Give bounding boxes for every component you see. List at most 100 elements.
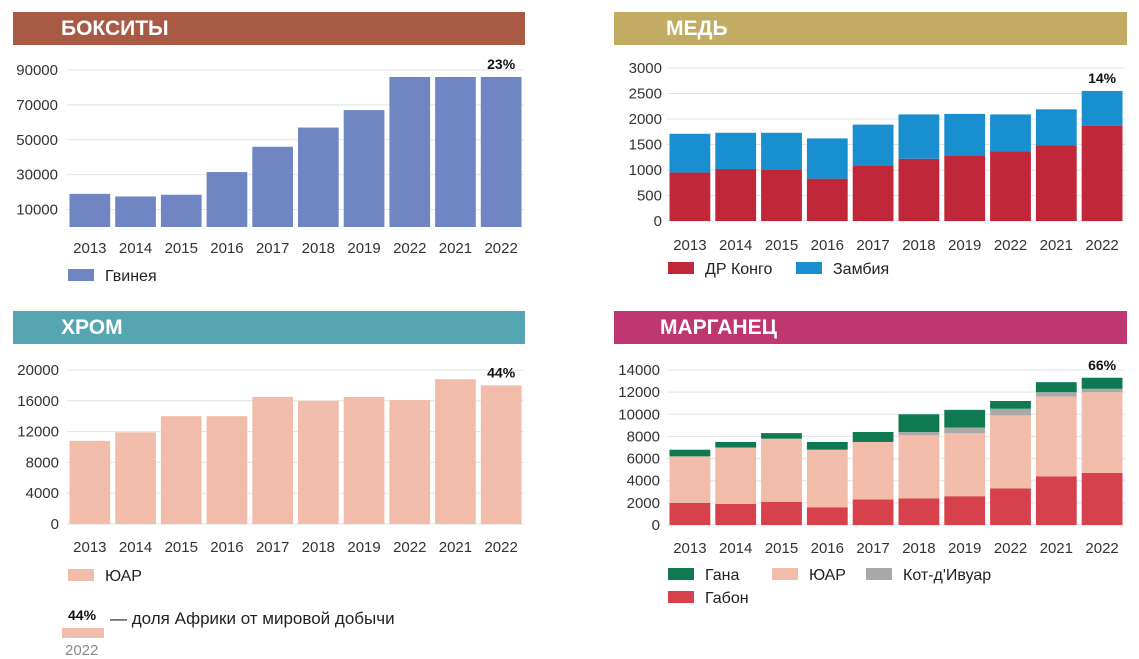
chrome-title: ХРОМ: [13, 311, 525, 344]
manganese-ytick-label: 10000: [618, 406, 660, 423]
footnote-swatch: [62, 628, 104, 638]
bauxite-xtick-label: 2016: [210, 240, 243, 257]
copper-bar: [990, 151, 1031, 221]
copper-xtick-label: 2015: [765, 237, 798, 254]
copper-bar: [898, 114, 940, 159]
chrome-bar: [389, 400, 431, 524]
copper-bar: [669, 172, 711, 221]
manganese-ytick-label: 2000: [627, 495, 660, 512]
chrome-xtick-label: 2019: [347, 539, 380, 556]
chrome-bar: [298, 400, 339, 524]
copper-ytick-label: 500: [637, 188, 662, 205]
manganese-ytick-label: 4000: [627, 473, 660, 490]
copper-xtick-label: 2022: [994, 237, 1027, 254]
chrome-bar: [435, 379, 476, 524]
manganese-legend-label: Гана: [705, 567, 740, 584]
bauxite-ytick-label: 90000: [16, 62, 58, 79]
copper-bar: [806, 138, 848, 179]
copper-xtick-label: 2022: [1085, 237, 1118, 254]
bauxite-ytick-label: 10000: [16, 202, 58, 219]
chrome-xtick-label: 2015: [165, 539, 198, 556]
manganese-bar: [944, 433, 986, 497]
manganese-bar: [715, 441, 757, 448]
manganese-bar: [944, 496, 986, 525]
manganese-ytick-label: 12000: [618, 384, 660, 401]
manganese-bar: [852, 432, 894, 442]
bauxite-xtick-label: 2022: [484, 240, 517, 257]
copper-bar: [806, 178, 848, 221]
chrome-legend-swatch: [68, 569, 94, 581]
bauxite-bar: [480, 76, 522, 227]
chrome-xtick-label: 2013: [73, 539, 106, 556]
manganese-bar: [669, 502, 711, 525]
bauxite-xtick-label: 2015: [165, 240, 198, 257]
bauxite-title: БОКСИТЫ: [13, 12, 525, 45]
bauxite-xtick-label: 2017: [256, 240, 289, 257]
copper-bar: [944, 113, 986, 156]
copper-xtick-label: 2019: [948, 237, 981, 254]
copper-xtick-label: 2014: [719, 237, 752, 254]
manganese-xtick-label: 2015: [765, 540, 798, 557]
copper-ytick-label: 3000: [629, 60, 662, 77]
manganese-bar: [1081, 377, 1123, 389]
copper-legend-swatch: [668, 262, 694, 274]
manganese-bar: [761, 438, 802, 502]
manganese-legend-label: ЮАР: [809, 567, 846, 584]
copper-bar: [1035, 109, 1077, 146]
chrome-ytick-label: 4000: [26, 485, 59, 502]
bauxite-legend-label: Гвинея: [105, 268, 157, 285]
bauxite-bar: [206, 172, 248, 227]
manganese-bar: [1081, 392, 1123, 473]
bauxite-xtick-label: 2022: [393, 240, 426, 257]
chrome-xtick-label: 2022: [393, 539, 426, 556]
chrome-ytick-label: 20000: [17, 362, 59, 379]
copper-ytick-label: 1000: [629, 162, 662, 179]
manganese-ytick-label: 14000: [618, 362, 660, 379]
manganese-bar: [761, 501, 802, 525]
bauxite-xtick-label: 2019: [347, 240, 380, 257]
copper-title: МЕДЬ: [614, 12, 1127, 45]
bauxite-share-label: 23%: [487, 56, 516, 72]
manganese-bar: [898, 498, 940, 525]
bauxite-xtick-label: 2013: [73, 240, 106, 257]
manganese-bar: [715, 503, 757, 525]
copper-xtick-label: 2013: [673, 237, 706, 254]
copper-ytick-label: 0: [654, 213, 662, 230]
chrome-share-label: 44%: [487, 364, 516, 380]
manganese-bar: [944, 427, 986, 434]
manganese-bar: [761, 433, 802, 439]
bauxite-bar: [343, 110, 385, 227]
copper-legend-label: ДР Конго: [705, 261, 772, 278]
footnote-percent: 44%: [68, 607, 97, 623]
manganese-xtick-label: 2022: [1085, 540, 1118, 557]
manganese-bar: [1081, 388, 1123, 393]
copper-bar: [898, 158, 940, 221]
chrome-xtick-label: 2018: [302, 539, 335, 556]
footnote-text: — доля Африки от мировой добычи: [110, 609, 395, 628]
footnote-year: 2022: [65, 642, 99, 659]
copper-bar: [1081, 90, 1123, 126]
manganese-xtick-label: 2022: [994, 540, 1027, 557]
bauxite-bar: [298, 127, 339, 227]
copper-bar: [669, 133, 711, 173]
chrome-bar: [160, 416, 202, 524]
bauxite-ytick-label: 50000: [16, 132, 58, 149]
manganese-bar: [1035, 382, 1077, 393]
chrome-xtick-label: 2022: [484, 539, 517, 556]
manganese-legend-swatch: [772, 568, 798, 580]
manganese-xtick-label: 2017: [856, 540, 889, 557]
manganese-xtick-label: 2021: [1040, 540, 1073, 557]
chrome-ytick-label: 12000: [17, 424, 59, 441]
manganese-legend-label: Кот-д'Ивуар: [903, 567, 991, 584]
manganese-bar: [669, 449, 711, 457]
chrome-bar: [206, 416, 248, 524]
manganese-bar: [990, 401, 1031, 409]
copper-bar: [990, 114, 1031, 152]
manganese-bar: [1035, 476, 1077, 525]
manganese-legend-swatch: [668, 591, 694, 603]
copper-bar: [761, 132, 802, 170]
chrome-xtick-label: 2021: [439, 539, 472, 556]
chrome-bar: [343, 396, 385, 524]
chrome-bar: [69, 440, 111, 524]
manganese-bar: [990, 408, 1031, 416]
